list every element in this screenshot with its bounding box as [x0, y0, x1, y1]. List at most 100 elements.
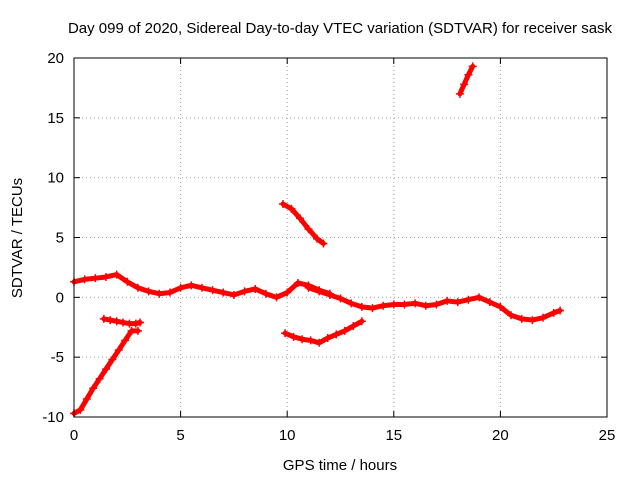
x-tick-label: 10 — [279, 427, 296, 444]
data-point — [304, 283, 313, 292]
data-point — [368, 304, 377, 313]
data-point — [114, 345, 123, 354]
data-point — [347, 299, 356, 308]
data-point — [112, 317, 121, 326]
data-point — [507, 311, 516, 320]
data-point — [475, 293, 484, 302]
data-point — [313, 234, 322, 243]
data-point — [119, 318, 128, 327]
data-point — [298, 335, 307, 344]
series-track-main-late — [304, 283, 565, 325]
data-point — [455, 89, 464, 98]
data-point — [121, 336, 130, 345]
data-point — [432, 300, 441, 309]
data-point — [91, 274, 100, 283]
data-point — [133, 283, 142, 292]
data-point — [340, 326, 349, 335]
data-point — [332, 330, 341, 339]
data-point — [528, 316, 537, 325]
x-tick-label: 5 — [176, 427, 184, 444]
y-tick-label: 20 — [47, 50, 64, 67]
data-point — [165, 288, 174, 297]
data-point — [82, 395, 91, 404]
x-tick-label: 25 — [599, 427, 616, 444]
x-tick-label: 20 — [492, 427, 509, 444]
data-point — [287, 204, 296, 213]
y-tick-label: 15 — [47, 110, 64, 127]
data-point — [357, 302, 366, 311]
data-point — [400, 300, 409, 309]
data-point — [108, 355, 117, 364]
y-tick-label: -5 — [51, 349, 64, 366]
data-point — [464, 295, 473, 304]
data-point — [229, 290, 238, 299]
data-point — [76, 405, 85, 414]
data-point — [319, 239, 328, 248]
y-tick-label: 0 — [56, 289, 64, 306]
series-trace — [457, 63, 476, 97]
data-point — [379, 301, 388, 310]
data-point — [460, 80, 469, 89]
data-point — [293, 278, 302, 287]
data-point — [411, 299, 420, 308]
data-point — [443, 296, 452, 305]
data-point — [556, 306, 565, 315]
data-point — [517, 314, 526, 323]
data-point — [349, 322, 358, 331]
data-point — [278, 199, 287, 208]
y-tick-label: 10 — [47, 170, 64, 187]
series-track-short-neg — [99, 314, 145, 328]
data-point — [80, 275, 89, 284]
data-point — [315, 338, 324, 347]
data-point — [304, 225, 313, 234]
data-point — [325, 290, 334, 299]
series-track-mid-neg — [281, 317, 366, 347]
data-point — [389, 300, 398, 309]
data-point — [99, 314, 108, 323]
data-point — [323, 334, 332, 343]
data-point — [464, 70, 473, 79]
data-point — [197, 283, 206, 292]
data-point — [106, 316, 115, 325]
data-point — [187, 281, 196, 290]
data-point — [101, 365, 110, 374]
data-point — [496, 302, 505, 311]
data-point — [283, 288, 292, 297]
data-point — [240, 287, 249, 296]
grid — [74, 58, 607, 417]
axis-ticks: 0 5 10 15 20 25 -10 -5 0 5 10 15 20 — [42, 50, 615, 444]
data-point — [357, 317, 366, 326]
data-point — [101, 272, 110, 281]
data-point — [251, 284, 260, 293]
x-tick-label: 15 — [385, 427, 402, 444]
data-point — [539, 313, 548, 322]
data-point — [131, 319, 140, 328]
series-track-mid-high — [278, 199, 328, 248]
data-point — [112, 270, 121, 279]
data-point — [95, 374, 104, 383]
y-axis-label: SDTVAR / TECUs — [9, 178, 26, 298]
data-point — [133, 326, 142, 335]
series-track-rising — [70, 326, 142, 418]
data-point — [421, 301, 430, 310]
data-point — [261, 289, 270, 298]
data-point — [336, 294, 345, 303]
data-points — [70, 62, 565, 418]
data-point — [272, 293, 281, 302]
data-point — [208, 286, 217, 295]
data-point — [136, 318, 145, 327]
chart-title: Day 099 of 2020, Sidereal Day-to-day VTE… — [68, 20, 613, 37]
data-point — [89, 384, 98, 393]
y-tick-label: -10 — [42, 409, 64, 426]
data-point — [453, 298, 462, 307]
series-track-top — [455, 62, 477, 98]
data-point — [155, 289, 164, 298]
data-point — [549, 308, 558, 317]
y-tick-label: 5 — [56, 230, 64, 247]
x-tick-label: 0 — [70, 427, 78, 444]
data-point — [468, 62, 477, 71]
data-point — [485, 298, 494, 307]
data-point — [144, 287, 153, 296]
series-trace — [282, 318, 365, 346]
